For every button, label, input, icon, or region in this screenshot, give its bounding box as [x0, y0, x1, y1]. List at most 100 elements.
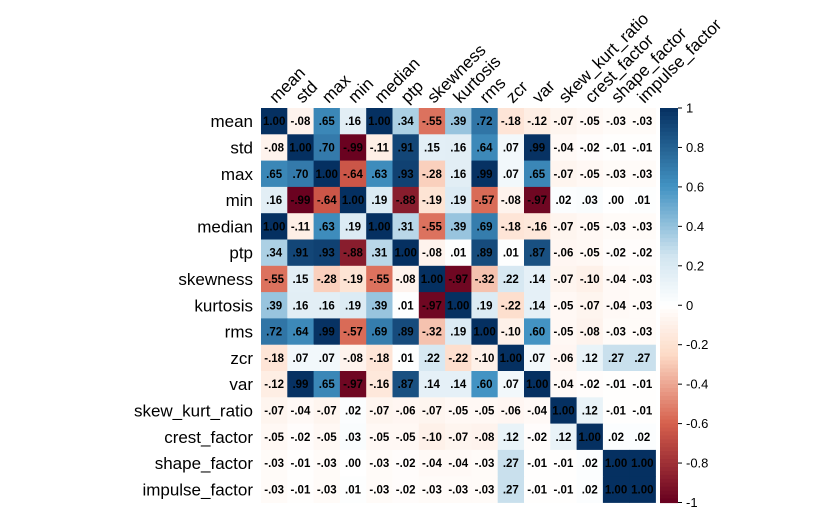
heatmap-cell-crest_factor-impulse_factor [629, 423, 656, 451]
cell-value-label: .02 [345, 405, 361, 417]
heatmap-cell-kurtosis-mean [261, 292, 288, 319]
cell-value-label: .87 [398, 379, 414, 391]
cell-value-label: -.55 [369, 274, 389, 286]
cell-value-label: .07 [503, 142, 519, 154]
cell-value-label: -.12 [527, 116, 547, 128]
colorbar-segment [660, 257, 678, 263]
colorbar-segment [660, 380, 678, 385]
cell-value-label: -.64 [343, 169, 363, 181]
heatmap-cell-max-var [524, 160, 551, 188]
heatmap-cell-min-min [339, 186, 367, 214]
cell-value-label: -.08 [580, 327, 600, 339]
heatmap-cell-ptp-median [366, 239, 393, 267]
cell-value-label: .19 [345, 300, 361, 312]
heatmap-cell-mean-zcr [497, 108, 525, 135]
cell-value-label: .12 [503, 432, 519, 444]
heatmap-cell-mean-skew_kurt_ratio [550, 108, 577, 135]
heatmap-cell-zcr-shape_factor [602, 344, 630, 372]
cell-value-label: -.10 [475, 353, 495, 365]
cell-value-label: -.07 [554, 274, 574, 286]
cell-value-label: .02 [608, 432, 624, 444]
cell-value-label: -.01 [291, 484, 311, 496]
cell-value-label: 1.00 [605, 484, 627, 496]
heatmap-cell-ptp-rms [471, 239, 499, 267]
heatmap-cell-rms-crest_factor [576, 318, 604, 346]
colorbar-segment [660, 317, 678, 322]
heatmap-cell-max-median [366, 160, 393, 188]
heatmap-cell-shape_factor-skew_kurt_ratio [550, 449, 577, 477]
cell-value-label: -.19 [422, 195, 442, 207]
cell-value-label: .14 [450, 379, 467, 391]
row-label-skewness: skewness [178, 270, 253, 289]
heatmap-cell-shape_factor-skewness [418, 449, 446, 477]
heatmap-cell-crest_factor-ptp [392, 423, 420, 451]
cell-value-label: .02 [634, 432, 650, 444]
cell-value-label: -.08 [396, 274, 416, 286]
cell-value-label: .31 [398, 221, 415, 233]
cell-value-label: -.10 [580, 274, 600, 286]
cell-value-label: -.01 [606, 405, 626, 417]
colorbar-segment [660, 230, 678, 235]
heatmap-cell-median-shape_factor [602, 213, 630, 240]
cell-value-label: -.01 [527, 458, 547, 470]
cell-value-label: -.03 [632, 169, 652, 181]
cell-value-label: -.18 [264, 353, 284, 365]
cell-value-label: .14 [529, 274, 546, 286]
cell-value-label: -.04 [554, 142, 574, 154]
heatmap-cell-skew_kurt_ratio-min [339, 397, 367, 424]
heatmap-cell-median-crest_factor [576, 213, 604, 240]
cell-value-label: .99 [292, 379, 308, 391]
heatmap-cell-rms-zcr [497, 318, 525, 346]
colorbar-segment [660, 206, 678, 212]
heatmap-cell-skewness-zcr [497, 265, 525, 293]
heatmap-cell-ptp-min [339, 239, 367, 267]
heatmap-cell-mean-impulse_factor [629, 108, 656, 135]
cell-value-label: .16 [450, 169, 466, 181]
cell-value-label: .69 [371, 327, 387, 339]
heatmap-cell-median-impulse_factor [629, 213, 656, 240]
cell-value-label: .07 [292, 353, 308, 365]
heatmap-cell-var-mean [261, 371, 288, 398]
heatmap-cell-median-min [339, 213, 367, 240]
heatmap-cell-std-kurtosis [445, 134, 472, 161]
heatmap-cell-kurtosis-kurtosis [445, 292, 472, 319]
heatmap-cell-min-var [524, 186, 551, 214]
heatmap-cell-kurtosis-ptp [392, 292, 420, 319]
cell-value-label: -.02 [527, 432, 547, 444]
colorbar-segment [660, 234, 678, 239]
heatmap-cell-impulse_factor-max [313, 476, 341, 503]
colorbar-segment [660, 356, 678, 362]
colorbar-segment [660, 198, 678, 204]
cell-value-label: .14 [529, 300, 546, 312]
cell-value-label: -.05 [554, 327, 574, 339]
cell-value-label: -.57 [475, 195, 495, 207]
colorbar-segment [660, 411, 678, 417]
heatmap-cell-shape_factor-zcr [497, 449, 525, 477]
colorbar-segment [660, 285, 678, 291]
cell-value-label: .03 [582, 195, 598, 207]
heatmap-cell-median-median [366, 213, 393, 240]
heatmap-cell-skew_kurt_ratio-ptp [392, 397, 420, 424]
cell-value-label: 1.00 [316, 169, 338, 181]
column-label-zcr: zcr [502, 77, 532, 107]
colorbar-segment [660, 407, 678, 413]
cell-value-label: -.55 [422, 221, 442, 233]
heatmap-cell-median-skewness [418, 213, 446, 240]
colorbar-segment [660, 210, 678, 216]
heatmap-cell-kurtosis-var [524, 292, 551, 319]
heatmap-cell-kurtosis-skew_kurt_ratio [550, 292, 577, 319]
heatmap-cell-shape_factor-kurtosis [445, 449, 472, 477]
cell-value-label: -.04 [448, 458, 468, 470]
cell-value-label: -.02 [606, 248, 626, 260]
row-label-rms: rms [225, 323, 253, 342]
heatmap-cell-std-max [313, 134, 341, 161]
cell-value-label: -.19 [343, 274, 363, 286]
colorbar-segment [660, 403, 678, 409]
cell-value-label: .27 [634, 353, 650, 365]
colorbar-segment [660, 431, 678, 437]
colorbar-tick-label: 0.8 [686, 140, 704, 155]
heatmap-cell-std-skewness [418, 134, 446, 161]
heatmap-cell-min-mean [261, 186, 288, 214]
colorbar-segment [660, 455, 678, 460]
